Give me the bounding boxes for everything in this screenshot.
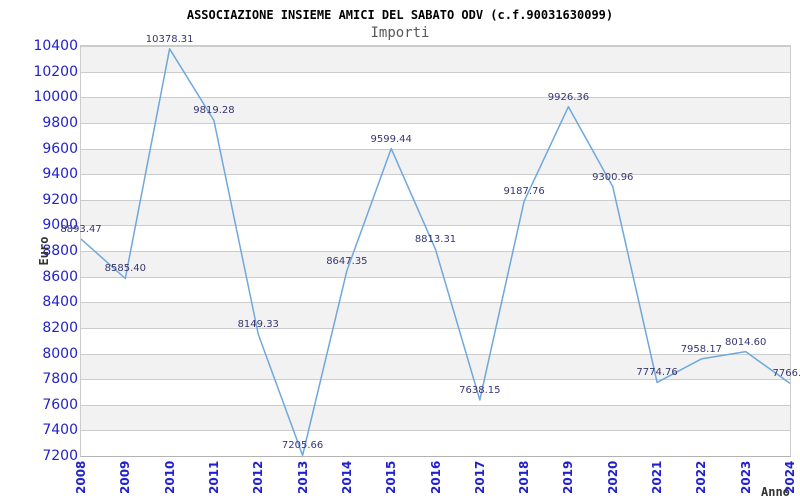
data-point-label: 9300.96: [592, 171, 634, 183]
y-tick-label: 9400: [42, 166, 78, 183]
plot-band: [81, 430, 790, 456]
x-tick-label: 2014: [339, 460, 354, 494]
plot-band: [81, 174, 790, 200]
data-point-label: 9926.36: [547, 91, 590, 103]
y-tick-label: 10200: [33, 63, 78, 80]
chart-title: ASSOCIAZIONE INSIEME AMICI DEL SABATO OD…: [186, 8, 614, 22]
y-tick-label: 10000: [33, 89, 78, 106]
x-tick-label: 2011: [206, 460, 221, 494]
y-tick-label: 9600: [42, 140, 78, 157]
plot-band: [81, 404, 790, 431]
data-point-label: 9187.76: [503, 186, 545, 198]
y-tick-label: 10400: [33, 38, 78, 54]
plot-band: [81, 251, 790, 277]
chart-subtitle: Importi: [370, 25, 430, 41]
y-tick-label: 7200: [42, 448, 78, 464]
data-point-label: 9819.28: [193, 105, 235, 117]
y-tick-label: 7800: [42, 371, 78, 388]
plot-band: [81, 302, 790, 328]
data-point-label: 8014.60: [725, 336, 767, 348]
y-tick-label: 8600: [42, 268, 78, 285]
plot-band: [81, 148, 790, 175]
y-tick-label: 8800: [42, 243, 78, 259]
y-tick-label: 9200: [42, 191, 78, 208]
x-tick-label: 2010: [162, 460, 177, 494]
x-tick-label: 2009: [118, 460, 133, 494]
x-tick-label: 2016: [428, 460, 443, 494]
data-point-label: 7205.66: [281, 440, 324, 452]
y-tick-label: 9800: [42, 114, 78, 131]
data-point-label: 7638.15: [459, 384, 501, 396]
plot-band: [81, 327, 790, 354]
data-point-label: 8149.33: [237, 319, 279, 331]
y-tick-label: 7400: [42, 422, 78, 439]
x-tick-label: 2018: [517, 460, 532, 494]
x-axis-title: Anno: [761, 485, 790, 499]
y-tick-label: 7600: [42, 396, 78, 413]
x-tick-label: 2008: [74, 460, 88, 494]
x-tick-label: 2022: [694, 460, 709, 494]
data-point-label: 8585.40: [104, 263, 146, 275]
x-tick-label: 2017: [472, 460, 487, 494]
data-point-label: 9599.44: [370, 133, 412, 145]
x-tick-label: 2020: [605, 460, 620, 494]
y-tick-label: 8400: [42, 294, 78, 311]
data-point-label: 10378.31: [145, 33, 194, 45]
series-polyline: [81, 48, 790, 456]
x-tick-label: 2019: [561, 460, 576, 494]
plot-band: [81, 71, 790, 98]
y-tick-label: 8200: [42, 319, 78, 336]
line-series: [81, 48, 790, 456]
x-tick-label: 2015: [384, 460, 399, 494]
x-tick-label: 2023: [738, 460, 753, 494]
y-axis-title: Euro: [37, 236, 51, 266]
plot-band: [81, 225, 790, 251]
data-point-label: 8647.35: [326, 255, 368, 267]
x-tick-label: 2021: [650, 460, 665, 494]
y-tick-label: 8000: [42, 345, 78, 362]
plot-band: [81, 276, 790, 303]
plot-area: [80, 45, 791, 457]
x-tick-label: 2012: [251, 460, 266, 494]
data-point-label: 7766.6: [772, 368, 800, 380]
data-point-label: 8813.31: [414, 234, 457, 246]
plot-band: [81, 97, 790, 123]
plot-band: [81, 122, 790, 149]
plot-band: [81, 379, 790, 405]
plot-band: [81, 46, 790, 72]
plot-band: [81, 199, 790, 226]
data-point-label: 7958.17: [680, 343, 723, 355]
x-tick-label: 2013: [295, 460, 310, 494]
data-point-label: 7774.76: [636, 367, 678, 379]
data-point-label: 8893.47: [60, 224, 102, 236]
y-tick-label: 9000: [42, 217, 78, 234]
